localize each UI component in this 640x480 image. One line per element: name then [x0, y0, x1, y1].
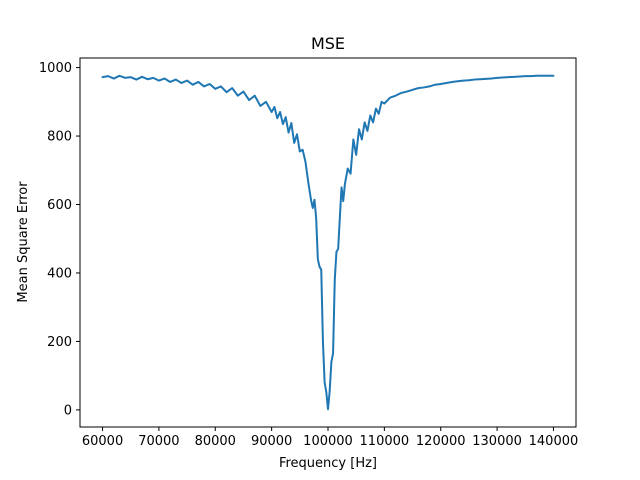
y-tick-label: 600 — [47, 198, 72, 213]
y-tick-label: 0 — [64, 403, 72, 418]
x-axis-label: Frequency [Hz] — [279, 456, 377, 471]
plot-area: 60000 70000 80000 90000 100000 110000 120000 13… — [39, 57, 579, 449]
y-tick-label: 200 — [47, 335, 72, 350]
x-tick-label: 120000 — [416, 434, 466, 449]
y-tick-label: 400 — [47, 266, 72, 281]
y-axis-label: Mean Square Error — [16, 181, 31, 303]
x-tick-label: 80000 — [195, 434, 236, 449]
x-tick-label: 90000 — [251, 434, 292, 449]
x-tick-label: 60000 — [82, 434, 123, 449]
x-tick-label: 140000 — [529, 434, 579, 449]
series-line-0 — [101, 74, 555, 411]
y-tick-label: 800 — [47, 130, 72, 145]
x-tick-label: 110000 — [360, 434, 410, 449]
chart-title: MSE — [311, 34, 345, 53]
y-tick-label: 1000 — [39, 61, 72, 76]
x-tick-label: 70000 — [138, 434, 179, 449]
x-tick-label: 130000 — [472, 434, 522, 449]
x-tick-label: 100000 — [303, 434, 353, 449]
